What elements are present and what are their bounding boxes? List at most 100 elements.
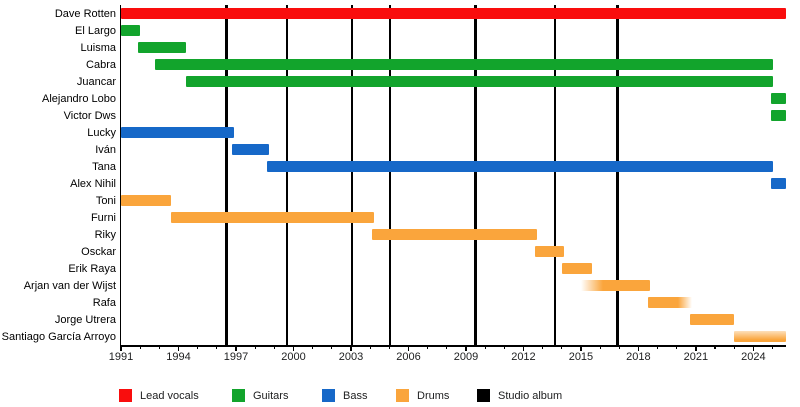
x-axis-minor-tick [676, 346, 678, 350]
x-axis-major-tick [350, 346, 352, 352]
x-axis-minor-tick [618, 346, 620, 350]
timeline-bar-guitars [138, 42, 187, 54]
x-axis-minor-tick [273, 346, 275, 350]
timeline-bar-drums [690, 314, 735, 326]
x-axis-minor-tick [446, 346, 448, 350]
x-axis-tick-label: 2003 [338, 351, 364, 363]
member-label: Santiago García Arroyo [1, 330, 116, 343]
x-axis-major-tick [407, 346, 410, 352]
timeline-bar-drums [580, 280, 650, 292]
timeline-bar-guitars [121, 25, 141, 36]
x-axis-minor-tick [714, 346, 716, 350]
studio-album-line [225, 5, 228, 346]
legend-swatch-bass [322, 389, 335, 402]
x-axis-minor-tick [733, 346, 735, 350]
timeline-bar-drums [170, 212, 374, 224]
timeline-bar-drums [561, 263, 593, 275]
x-axis-tick-label: 2024 [741, 351, 766, 363]
legend-swatch-lead-vocals [119, 389, 132, 402]
member-label: Alex Nihil [70, 177, 116, 190]
timeline-bar-drums [121, 195, 171, 207]
legend-swatch-guitars [232, 389, 245, 402]
x-axis-major-tick [177, 346, 180, 352]
x-axis-minor-tick [158, 346, 160, 350]
x-axis-minor-tick [542, 346, 544, 350]
member-label: Alejandro Lobo [41, 92, 116, 105]
timeline-bar-drums [534, 246, 564, 258]
x-axis-minor-tick [427, 346, 429, 350]
legend-label: Guitars [253, 390, 289, 402]
x-axis-minor-tick [484, 346, 486, 350]
x-axis-tick-label: 1991 [108, 351, 134, 363]
timeline-bar-bass [770, 178, 786, 190]
studio-album-line [389, 5, 392, 346]
x-axis-minor-tick [561, 346, 563, 350]
x-axis-minor-tick [197, 346, 199, 350]
x-axis-major-tick [522, 346, 525, 352]
x-axis-minor-tick [388, 346, 390, 350]
x-axis-major-tick [465, 346, 467, 352]
timeline-bar-drums [734, 331, 786, 343]
x-axis-minor-tick [656, 346, 659, 350]
x-axis-tick-label: 2012 [511, 351, 536, 363]
timeline-bar-drums [372, 229, 537, 241]
studio-album-line [553, 5, 557, 346]
x-axis-tick-label: 2015 [568, 351, 594, 363]
x-axis-tick-label: 2021 [683, 351, 709, 363]
timeline-bar-bass [232, 144, 269, 156]
x-axis-tick-label: 2006 [396, 351, 421, 363]
member-label: Osckar [81, 245, 116, 258]
x-axis-major-tick [637, 346, 640, 352]
timeline-bar-guitars [770, 93, 786, 105]
member-label: Toni [95, 194, 116, 207]
legend-label: Bass [343, 390, 368, 402]
x-axis-major-tick [292, 346, 295, 352]
x-axis-line [119, 345, 786, 347]
x-axis-major-tick [235, 346, 237, 352]
member-label: Iván [95, 143, 116, 156]
member-label: Jorge Utrera [54, 313, 116, 326]
studio-album-line [616, 5, 619, 346]
timeline-bar-drums [648, 297, 693, 309]
x-axis-major-tick [695, 346, 697, 352]
member-label: Juancar [76, 75, 116, 88]
legend-swatch-studio-album [477, 389, 490, 402]
x-axis-tick-label: 2009 [453, 351, 479, 363]
member-label: El Largo [75, 24, 116, 37]
member-label: Erik Raya [68, 262, 116, 275]
timeline-bar-bass [266, 161, 773, 173]
timeline-bar-guitars [770, 110, 786, 122]
member-label: Dave Rotten [54, 7, 116, 20]
member-label: Lucky [87, 126, 116, 139]
timeline-bar-vocals [121, 8, 786, 19]
x-axis-major-tick [120, 346, 122, 352]
timeline-bar-bass [121, 127, 235, 139]
legend-label: Studio album [498, 390, 563, 402]
member-label: Arjan van der Wijst [23, 279, 116, 292]
x-axis-minor-tick [771, 346, 774, 350]
x-axis-minor-tick [139, 346, 141, 350]
x-axis-tick-label: 1994 [166, 351, 191, 363]
x-axis-tick-label: 1997 [223, 351, 249, 363]
x-axis-minor-tick [599, 346, 601, 350]
x-axis-minor-tick [216, 346, 218, 350]
x-axis-minor-tick [331, 346, 333, 350]
x-axis-major-tick [752, 346, 754, 352]
member-label: Luisma [80, 41, 116, 54]
x-axis-minor-tick [503, 346, 505, 350]
member-label: Cabra [86, 58, 116, 71]
legend-label: Drums [417, 390, 450, 402]
x-axis-minor-tick [254, 346, 256, 350]
timeline-bar-guitars [186, 76, 773, 88]
member-label: Riky [94, 228, 116, 241]
studio-album-line [474, 5, 477, 346]
legend-label: Lead vocals [140, 390, 199, 402]
member-label: Victor Dws [63, 109, 116, 122]
member-label: Furni [90, 211, 116, 224]
studio-album-line [285, 5, 288, 346]
member-label: Rafa [92, 296, 116, 309]
x-axis-tick-label: 2000 [281, 351, 306, 363]
timeline-bar-guitars [155, 59, 773, 71]
